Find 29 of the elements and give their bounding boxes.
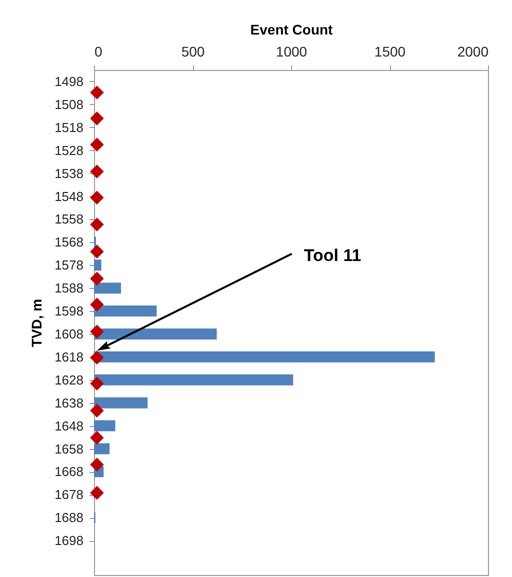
y-tick-label: 1508 [54, 96, 84, 112]
annotation: Tool 11 [304, 246, 362, 265]
y-tick-label: 1598 [54, 304, 84, 319]
y-tick-label: 1548 [54, 188, 84, 204]
y-tick-label: 1628 [54, 372, 84, 388]
y-tick-label: 1698 [54, 533, 84, 548]
y-axis-title: TVD, m [28, 298, 45, 348]
y-tick-label: 1568 [54, 234, 84, 250]
y-tick-label: 1578 [54, 258, 84, 273]
y-tick-label: 1658 [54, 441, 84, 456]
y-tick-label: 1678 [54, 487, 84, 502]
y-tick-label: 1688 [54, 510, 84, 526]
y-tick-label: 1558 [54, 212, 84, 227]
y-tick-label: 1608 [54, 326, 84, 342]
x-tick-label: 0 [94, 44, 102, 60]
x-tick-label: 2000 [457, 44, 489, 60]
y-tick-label: 1498 [54, 74, 84, 89]
y-tick-label: 1518 [54, 120, 84, 135]
y-tick-label: 1588 [54, 280, 84, 296]
y-tick-label: 1618 [54, 349, 84, 364]
y-tick-label: 1638 [54, 395, 84, 410]
x-axis-title: Event Count [250, 22, 334, 38]
x-tick-label: 1500 [374, 44, 406, 60]
y-tick-label: 1648 [54, 418, 84, 434]
y-tick-label: 1538 [54, 166, 84, 181]
x-tick-label: 1000 [276, 44, 308, 60]
x-tick-label: 500 [181, 44, 205, 60]
y-tick-label: 1668 [54, 464, 84, 480]
y-tick-label: 1528 [54, 142, 84, 158]
